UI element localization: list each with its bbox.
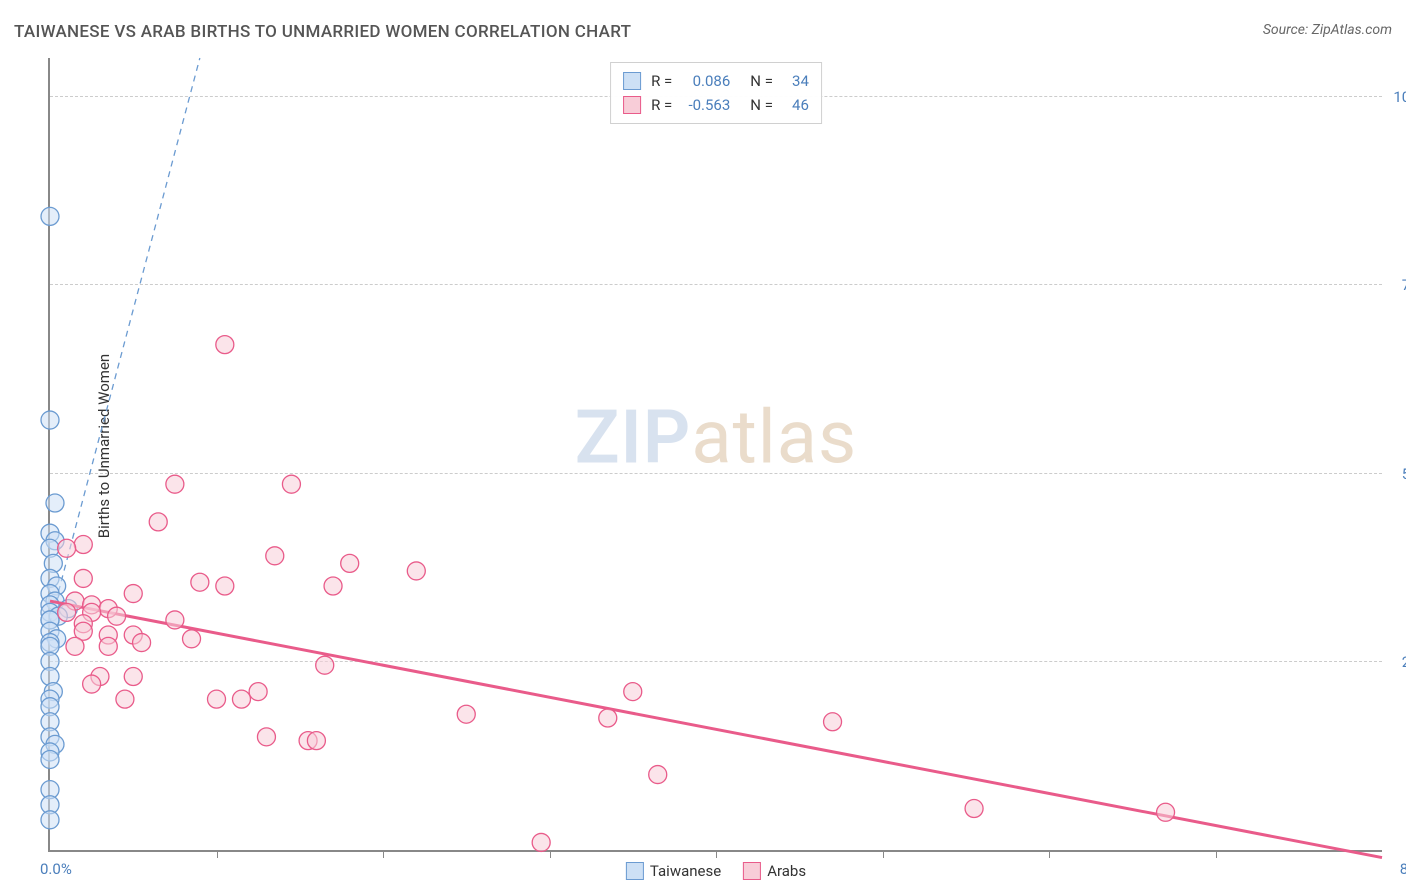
scatter-point-arabs: [74, 536, 92, 554]
scatter-point-arabs: [166, 611, 184, 629]
scatter-point-arabs: [208, 690, 226, 708]
scatter-point-arabs: [457, 705, 475, 723]
x-tick: [1049, 850, 1050, 858]
scatter-point-arabs: [341, 554, 359, 572]
scatter-point-arabs: [282, 475, 300, 493]
x-tick: [217, 850, 218, 858]
scatter-point-taiwanese: [41, 411, 59, 429]
chart-title: TAIWANESE VS ARAB BIRTHS TO UNMARRIED WO…: [14, 22, 631, 42]
scatter-point-arabs: [532, 833, 550, 851]
scatter-point-arabs: [116, 690, 134, 708]
scatter-point-arabs: [99, 637, 117, 655]
scatter-point-arabs: [824, 713, 842, 731]
scatter-point-arabs: [108, 607, 126, 625]
legend-swatch: [743, 862, 761, 880]
scatter-point-arabs: [316, 656, 334, 674]
scatter-point-arabs: [133, 634, 151, 652]
plot-area: ZIPatlas 25.0%50.0%75.0%100.0% 0.0% 80.0…: [48, 58, 1382, 852]
scatter-point-taiwanese: [41, 207, 59, 225]
chart-header: TAIWANESE VS ARAB BIRTHS TO UNMARRIED WO…: [14, 22, 1392, 52]
scatter-point-arabs: [1157, 803, 1175, 821]
x-tick: [1216, 850, 1217, 858]
stats-n-label: N =: [750, 93, 773, 117]
y-tick-label: 100.0%: [1386, 88, 1406, 106]
stats-row: R = -0.563 N = 46: [623, 93, 809, 117]
stats-swatch: [623, 72, 641, 90]
bottom-legend: Taiwanese Arabs: [626, 862, 806, 880]
scatter-point-arabs: [407, 562, 425, 580]
scatter-point-arabs: [166, 475, 184, 493]
scatter-point-arabs: [83, 675, 101, 693]
scatter-svg: [50, 58, 1382, 850]
scatter-point-arabs: [66, 637, 84, 655]
trend-line-taiwanese: [50, 58, 200, 624]
scatter-point-arabs: [191, 573, 209, 591]
x-tick: [883, 850, 884, 858]
x-tick: [716, 850, 717, 858]
scatter-point-arabs: [649, 766, 667, 784]
y-tick-label: 50.0%: [1386, 465, 1406, 483]
scatter-point-arabs: [58, 539, 76, 557]
scatter-point-arabs: [124, 585, 142, 603]
stats-n-value: 34: [783, 69, 809, 93]
scatter-point-taiwanese: [41, 811, 59, 829]
x-axis-min-label: 0.0%: [40, 860, 72, 878]
scatter-point-arabs: [307, 732, 325, 750]
stats-r-value: 0.086: [682, 69, 730, 93]
scatter-point-arabs: [216, 577, 234, 595]
stats-swatch: [623, 96, 641, 114]
scatter-point-arabs: [266, 547, 284, 565]
scatter-point-arabs: [183, 630, 201, 648]
stats-box: R = 0.086 N = 34 R = -0.563 N = 46: [610, 62, 822, 124]
stats-row: R = 0.086 N = 34: [623, 69, 809, 93]
x-axis-max-label: 80.0%: [1400, 860, 1406, 878]
legend-swatch: [626, 862, 644, 880]
source-attribution: Source: ZipAtlas.com: [1263, 22, 1392, 38]
stats-r-label: R =: [651, 69, 672, 93]
trend-line-arabs: [50, 601, 1382, 857]
scatter-point-arabs: [232, 690, 250, 708]
y-tick-label: 75.0%: [1386, 276, 1406, 294]
scatter-point-taiwanese: [46, 494, 64, 512]
scatter-point-arabs: [124, 668, 142, 686]
scatter-point-arabs: [324, 577, 342, 595]
stats-n-label: N =: [750, 69, 773, 93]
scatter-point-arabs: [257, 728, 275, 746]
scatter-point-arabs: [149, 513, 167, 531]
scatter-point-arabs: [599, 709, 617, 727]
stats-r-value: -0.563: [682, 93, 730, 117]
scatter-point-arabs: [74, 569, 92, 587]
legend-label: Arabs: [767, 862, 806, 880]
legend-item: Taiwanese: [626, 862, 721, 880]
y-tick-label: 25.0%: [1386, 653, 1406, 671]
scatter-point-arabs: [58, 603, 76, 621]
scatter-point-arabs: [965, 800, 983, 818]
legend-label: Taiwanese: [650, 862, 721, 880]
scatter-point-taiwanese: [41, 750, 59, 768]
scatter-point-arabs: [249, 683, 267, 701]
x-tick: [550, 850, 551, 858]
stats-r-label: R =: [651, 93, 672, 117]
x-tick: [383, 850, 384, 858]
scatter-point-arabs: [624, 683, 642, 701]
scatter-point-arabs: [216, 336, 234, 354]
stats-n-value: 46: [783, 93, 809, 117]
legend-item: Arabs: [743, 862, 806, 880]
